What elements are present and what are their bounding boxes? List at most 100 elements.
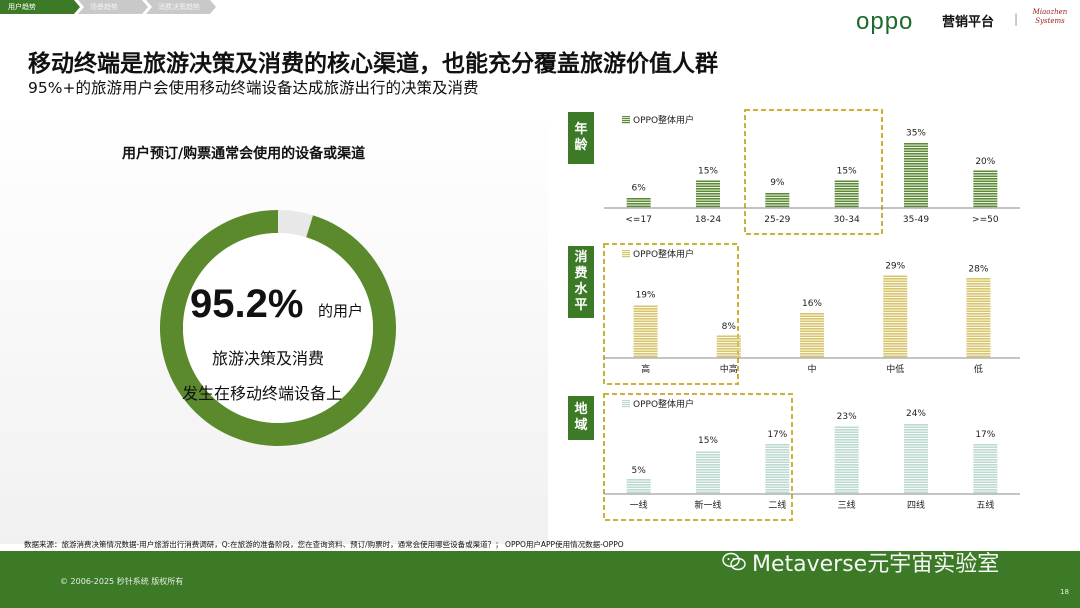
side-label-char: 地 <box>574 402 588 417</box>
bar-value-label: 8% <box>722 322 737 332</box>
side-label-char: 水 <box>574 282 588 297</box>
footer-bar <box>0 551 1080 608</box>
bar-value-label: 15% <box>698 167 718 177</box>
miaozhen-logo-line1: Miaozhen <box>1032 8 1068 16</box>
page-title: 移动终端是旅游决策及消费的核心渠道，也能充分覆盖旅游价值人群 <box>28 51 718 77</box>
category-label: 中低 <box>886 363 904 375</box>
bar-value-label: 35% <box>906 129 926 139</box>
chart-legend: OPPO整体用户 <box>622 398 694 410</box>
bar-plot: OPPO整体用户 6% <=17 15% 18-24 9% 25-29 15% 30-34 35%… <box>604 109 1020 235</box>
side-label-char: 域 <box>574 418 588 433</box>
bar-value-label: 15% <box>837 167 857 177</box>
big-percentage: 95.2% <box>190 282 304 326</box>
bar-value-label: 17% <box>767 430 787 440</box>
donut-chart <box>159 210 396 446</box>
chart-side-label: 年龄 <box>568 112 594 164</box>
category-label: 新一线 <box>694 499 721 511</box>
bar <box>973 170 998 208</box>
header-separator: | <box>1014 12 1019 26</box>
chart-legend: OPPO整体用户 <box>622 114 694 126</box>
wechat-icon <box>722 552 746 571</box>
legend-label: OPPO整体用户 <box>633 398 694 410</box>
donut-hole <box>183 233 373 423</box>
chart-side-label: 消费水平 <box>568 246 594 318</box>
platform-label: 营销平台 <box>942 15 995 30</box>
donut-text-line2: 旅游决策及消费 <box>212 349 325 368</box>
category-label: >=50 <box>972 215 999 225</box>
page-number: 18 <box>1060 588 1069 596</box>
bar <box>904 424 928 494</box>
copyright: © 2006-2025 秒针系统 版权所有 <box>60 577 184 586</box>
bar-chart-3: 地域 OPPO整体用户 5% 一线 15% 新一线 17% 二线 23% 三线 24% 四线 17% 五线 <box>560 392 1080 522</box>
bar-value-label: 15% <box>698 436 718 446</box>
category-label: 五线 <box>976 499 994 511</box>
left-heading: 用户预订/购票通常会使用的设备或渠道 <box>122 146 366 162</box>
bar <box>765 193 790 208</box>
side-label-char: 费 <box>574 266 588 281</box>
bar <box>626 479 651 494</box>
bar-value-label: 20% <box>975 157 995 167</box>
breadcrumb-tabs: 用户趋势 场景趋势 消费决策趋势 <box>0 0 216 14</box>
tab-scene-trends[interactable]: 场景趋势 <box>78 0 148 14</box>
bar-chart-2: 消费水平 OPPO整体用户 19% 高 8% 中高 16% 中 29% 中低 28% 低 <box>560 242 1080 386</box>
bar <box>800 313 824 358</box>
category-label: 高 <box>641 363 650 375</box>
bar-value-label: 17% <box>975 430 995 440</box>
chart-legend: OPPO整体用户 <box>622 248 694 260</box>
bar-value-label: 16% <box>802 299 822 309</box>
page-subtitle: 95%+的旅游用户会使用移动终端设备达成旅游出行的决策及消费 <box>28 79 479 97</box>
category-label: 18-24 <box>695 215 721 225</box>
bar-plot: OPPO整体用户 19% 高 8% 中高 16% 中 29% 中低 28% 低 <box>603 243 1020 385</box>
bar <box>973 444 998 494</box>
category-label: 35-49 <box>903 215 929 225</box>
bar-value-label: 29% <box>885 262 905 272</box>
bar <box>696 451 720 494</box>
category-label: 25-29 <box>764 215 790 225</box>
highlight-box <box>603 243 739 385</box>
bar <box>716 335 741 358</box>
category-label: 三线 <box>838 499 856 511</box>
category-label: 中 <box>807 363 816 375</box>
watermark: Metaverse元宇宙实验室 <box>752 552 1000 577</box>
legend-label: OPPO整体用户 <box>633 248 694 260</box>
tab-consumption-trends[interactable]: 消费决策趋势 <box>146 0 216 14</box>
bar <box>633 305 658 358</box>
category-label: 中高 <box>720 363 738 375</box>
highlight-box <box>603 393 793 521</box>
category-label: <=17 <box>625 215 652 225</box>
category-label: 低 <box>974 363 983 375</box>
legend-label: OPPO整体用户 <box>633 114 694 126</box>
category-label: 二线 <box>768 499 786 511</box>
data-source-note: 数据来源：旅游消费决策情况数据-用户旅游出行消费调研，Q:在旅游的准备阶段，您在… <box>24 540 624 549</box>
bar <box>626 198 651 208</box>
bar <box>765 444 790 494</box>
donut-text-line3: 发生在移动终端设备上 <box>182 384 343 403</box>
side-label-char: 消 <box>574 250 588 265</box>
bar-value-label: 6% <box>632 184 647 194</box>
side-label-char: 平 <box>574 298 588 313</box>
miaozhen-logo: Miaozhen Systems <box>1030 8 1070 26</box>
bar-value-label: 9% <box>770 178 785 188</box>
bar <box>883 275 908 358</box>
bar-value-label: 5% <box>632 466 647 476</box>
bar-value-label: 23% <box>837 412 857 422</box>
bar <box>834 426 859 494</box>
bar-chart-1: 年龄 OPPO整体用户 6% <=17 15% 18-24 9% 25-29 15% 30-34 3… <box>560 108 1080 236</box>
side-label-char: 年 <box>574 122 588 137</box>
bar-value-label: 19% <box>636 290 656 300</box>
bar <box>966 278 991 358</box>
bar <box>904 143 928 208</box>
bar <box>834 180 859 208</box>
side-label-char: 龄 <box>574 138 588 153</box>
category-label: 一线 <box>630 499 648 511</box>
bar-value-label: 28% <box>968 265 988 275</box>
tab-user-trends[interactable]: 用户趋势 <box>0 0 80 14</box>
category-label: 四线 <box>907 499 925 511</box>
miaozhen-logo-line2: Systems <box>1035 17 1065 25</box>
highlight-box <box>744 109 883 235</box>
bar <box>696 180 720 208</box>
bar-plot: OPPO整体用户 5% 一线 15% 新一线 17% 二线 23% 三线 24% 四线 17% 五线 <box>603 393 1020 521</box>
category-label: 30-34 <box>834 215 860 225</box>
big-percentage-suffix: 的用户 <box>318 302 364 320</box>
bar-value-label: 24% <box>906 409 926 419</box>
